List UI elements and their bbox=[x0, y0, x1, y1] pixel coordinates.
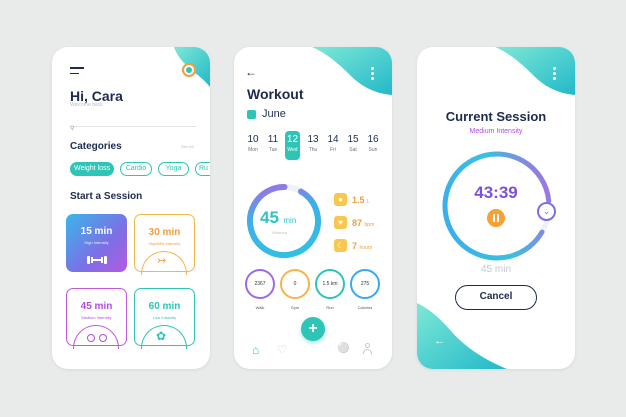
bottom-nav: ⌂ ♡ ⚪ bbox=[234, 343, 392, 369]
workout-screen: ← Workout June 10 Mon 11 Tue 12 Wed 13 Thu 1… bbox=[234, 47, 392, 369]
mini-calories[interactable]: 275 bbox=[350, 269, 380, 299]
home-icon[interactable]: ⌂ bbox=[252, 343, 260, 357]
card-time: 60 min bbox=[148, 301, 181, 312]
session-card-15[interactable]: 15 min High Intensity bbox=[66, 214, 127, 272]
expand-handle-icon[interactable]: ⌄ bbox=[537, 202, 556, 221]
card-level: Medium Intensity bbox=[81, 315, 112, 320]
mini-calories-label: Calories bbox=[357, 305, 373, 310]
avatar[interactable] bbox=[182, 63, 196, 77]
session-card-60[interactable]: 60 min Low Intensity ✿ bbox=[134, 288, 195, 349]
ring-subtitle: Workout bbox=[272, 230, 287, 235]
session-card-30[interactable]: 30 min High/Mid Intensity ↣ bbox=[134, 214, 195, 275]
decorative-blob-bottom bbox=[417, 303, 507, 369]
card-level: High Intensity bbox=[84, 240, 109, 245]
month-label: June bbox=[262, 108, 286, 120]
decorative-blob bbox=[312, 47, 392, 95]
session-duration: 45 min bbox=[480, 264, 511, 275]
add-workout-button[interactable]: + bbox=[301, 317, 325, 341]
search-icon: ⚲ bbox=[70, 126, 75, 132]
running-icon: ↣ bbox=[157, 255, 167, 267]
workout-progress-ring bbox=[247, 184, 321, 258]
day-tue[interactable]: 11 Tue bbox=[267, 134, 279, 153]
chip-yoga[interactable]: Yoga bbox=[158, 162, 189, 176]
day-wed-selected[interactable] bbox=[285, 131, 300, 160]
see-all-link[interactable]: See All bbox=[181, 144, 194, 149]
card-level: High/Mid Intensity bbox=[148, 241, 181, 246]
chip-weight-loss[interactable]: Weight loss bbox=[70, 162, 114, 176]
dumbbell-icon bbox=[87, 256, 107, 264]
more-options-icon[interactable] bbox=[371, 67, 374, 80]
day-mon[interactable]: 10 Mon bbox=[247, 134, 259, 153]
pause-icon bbox=[493, 214, 495, 222]
day-thu[interactable]: 13 Thu bbox=[307, 134, 319, 153]
timer-display: 43:39 bbox=[474, 183, 518, 202]
bicycle-icon bbox=[87, 332, 109, 342]
mini-run-label: Run bbox=[326, 305, 334, 310]
water-icon: ● bbox=[334, 193, 347, 206]
back-arrow-icon[interactable]: ← bbox=[245, 65, 257, 79]
greeting-subtitle: Welcome back bbox=[70, 102, 103, 108]
intensity-label: Medium Intensity bbox=[469, 128, 523, 135]
mini-gym[interactable]: 0 bbox=[280, 269, 310, 299]
stat-sleep: 7 hours bbox=[352, 241, 373, 251]
stat-heart: 87 bpm bbox=[352, 218, 375, 228]
mini-run[interactable]: 1.5 km bbox=[315, 269, 345, 299]
profile-icon[interactable] bbox=[362, 343, 372, 354]
search-bar[interactable]: ⚲ bbox=[70, 117, 196, 132]
cancel-button[interactable]: Cancel bbox=[455, 285, 537, 310]
greeting: Hi, Cara bbox=[70, 88, 123, 104]
page-title: Current Session bbox=[445, 109, 547, 124]
heart-icon: ♥ bbox=[334, 216, 347, 229]
day-fri[interactable]: 14 Fri bbox=[327, 134, 339, 153]
day-wed[interactable]: 12 Wed bbox=[286, 134, 299, 153]
current-session-screen: Current Session Medium Intensity ⌄ 43:39… bbox=[417, 47, 575, 369]
mini-walk[interactable]: 2367 bbox=[245, 269, 275, 299]
pause-button[interactable] bbox=[487, 209, 505, 227]
ring-value: 45 min bbox=[260, 208, 297, 227]
day-sun[interactable]: 16 Sun bbox=[367, 134, 379, 153]
decorative-blob bbox=[495, 47, 575, 95]
day-sat[interactable]: 15 Sat bbox=[347, 134, 359, 153]
moon-icon: ☾ bbox=[334, 239, 347, 252]
card-time: 15 min bbox=[80, 226, 113, 237]
chip-run[interactable]: Ru bbox=[195, 162, 210, 176]
lotus-icon: ✿ bbox=[156, 329, 167, 343]
more-options-icon[interactable] bbox=[553, 67, 556, 80]
stat-water: 1.5 L bbox=[352, 195, 370, 205]
page-title: Workout bbox=[247, 86, 304, 102]
start-session-heading: Start a Session bbox=[70, 191, 143, 202]
categories-heading: Categories bbox=[70, 141, 122, 152]
back-arrow-icon[interactable]: ← bbox=[434, 335, 445, 347]
card-time: 45 min bbox=[80, 301, 113, 312]
heart-nav-icon[interactable]: ♡ bbox=[277, 344, 287, 356]
trophy-icon[interactable]: ⚪ bbox=[337, 343, 350, 354]
session-card-45[interactable]: 45 min Medium Intensity bbox=[66, 288, 127, 349]
mini-gym-label: Gym bbox=[290, 305, 300, 310]
mini-walk-label: Walk bbox=[255, 305, 265, 310]
card-time: 30 min bbox=[148, 227, 181, 238]
card-level: Low Intensity bbox=[152, 315, 177, 320]
home-screen: Hi, Cara Welcome back ⚲ Categories See A… bbox=[52, 47, 210, 369]
menu-icon[interactable] bbox=[70, 67, 84, 75]
chip-cardio[interactable]: Cardio bbox=[120, 162, 152, 176]
calendar-icon bbox=[247, 110, 256, 119]
